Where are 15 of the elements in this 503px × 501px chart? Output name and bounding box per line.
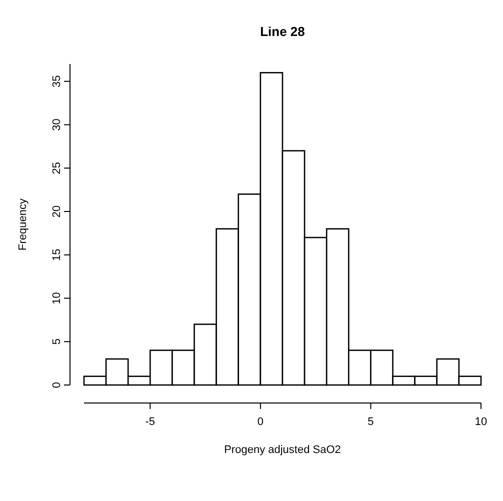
x-tick-label: 5 xyxy=(368,416,374,428)
x-axis-title: Progeny adjusted SaO2 xyxy=(224,444,341,456)
y-tick-label: 0 xyxy=(51,382,63,388)
y-tick-label: 35 xyxy=(51,75,63,88)
chart-title: Line 28 xyxy=(260,24,305,39)
x-tick-label: 0 xyxy=(257,416,264,428)
y-tick-label: 20 xyxy=(51,205,63,218)
x-tick-label: -5 xyxy=(145,416,156,428)
y-axis-title: Frequency xyxy=(17,198,29,250)
y-tick-label: 10 xyxy=(51,292,63,304)
y-tick-label: 15 xyxy=(51,248,63,261)
y-tick-label: 5 xyxy=(51,338,63,345)
x-tick-label: 10 xyxy=(474,416,488,428)
y-tick-label: 25 xyxy=(51,162,63,174)
y-tick-label: 30 xyxy=(51,118,63,131)
